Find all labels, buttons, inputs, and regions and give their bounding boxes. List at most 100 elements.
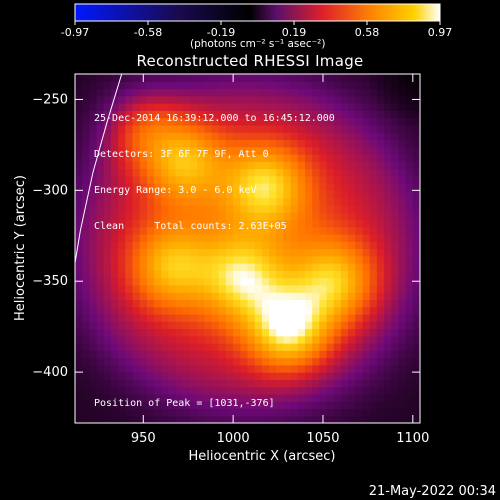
heatmap-cell	[376, 241, 385, 250]
heatmap-cell	[139, 364, 148, 373]
heatmap-cell	[233, 335, 241, 344]
heatmap-cell	[182, 241, 191, 250]
heatmap-cell	[348, 335, 356, 344]
heatmap-cell	[233, 153, 241, 162]
heatmap-cell	[340, 117, 349, 126]
heatmap-cell	[125, 379, 134, 388]
heatmap-cell	[405, 386, 414, 395]
heatmap-cell	[161, 88, 170, 97]
heatmap-cell	[326, 343, 335, 351]
heatmap-cell	[297, 313, 306, 322]
heatmap-cell	[103, 124, 112, 133]
heatmap-cell	[254, 124, 263, 133]
heatmap-cell	[247, 212, 256, 221]
heatmap-cell	[376, 328, 385, 337]
heatmap-cell	[247, 139, 256, 148]
heatmap-cell	[333, 81, 342, 90]
heatmap-cell	[283, 190, 292, 199]
heatmap-cell	[82, 219, 90, 228]
heatmap-cell	[125, 212, 134, 221]
heatmap-cell	[204, 393, 213, 402]
heatmap-cell	[384, 212, 392, 221]
heatmap-cell	[305, 81, 313, 90]
heatmap-cell	[391, 292, 400, 300]
heatmap-cell	[261, 204, 270, 213]
heatmap-cell	[154, 270, 162, 279]
colorbar-tick-label: -0.58	[134, 26, 162, 39]
heatmap-cell	[125, 88, 134, 97]
heatmap-cell	[110, 95, 119, 104]
heatmap-cell	[398, 415, 407, 423]
heatmap-cell	[391, 248, 400, 257]
heatmap-cell	[211, 161, 220, 170]
y-axis-label: Heliocentric Y (arcsec)	[13, 175, 28, 321]
heatmap-cell	[132, 219, 141, 228]
heatmap-cell	[254, 241, 263, 250]
heatmap-cell	[240, 219, 249, 228]
heatmap-cell	[384, 233, 392, 242]
heatmap-cell	[376, 124, 385, 133]
heatmap-cell	[218, 74, 227, 82]
heatmap-cell	[225, 277, 234, 286]
heatmap-cell	[283, 175, 292, 184]
heatmap-cell	[283, 306, 292, 315]
heatmap-cell	[132, 313, 141, 322]
heatmap-cell	[412, 212, 420, 221]
y-tick-label: −400	[32, 365, 68, 380]
heatmap-cell	[391, 241, 400, 250]
heatmap-cell	[391, 299, 400, 308]
heatmap-cell	[110, 306, 119, 315]
heatmap-cell	[190, 313, 198, 322]
heatmap-cell	[204, 357, 213, 366]
heatmap-cell	[290, 372, 299, 380]
heatmap-cell	[290, 415, 299, 423]
heatmap-cell	[125, 313, 134, 322]
heatmap-cell	[333, 248, 342, 257]
heatmap-cell	[146, 372, 155, 380]
heatmap-cell	[175, 408, 184, 417]
heatmap-cell	[276, 248, 285, 257]
heatmap-cell	[82, 117, 90, 126]
heatmap-cell	[75, 393, 83, 402]
heatmap-cell	[340, 88, 349, 97]
heatmap-cell	[326, 219, 335, 228]
heatmap-cell	[75, 124, 83, 133]
heatmap-cell	[297, 103, 306, 111]
heatmap-cell	[290, 328, 299, 337]
heatmap-cell	[168, 153, 177, 162]
heatmap-cell	[197, 401, 205, 410]
heatmap-cell	[398, 153, 407, 162]
heatmap-cell	[89, 357, 98, 366]
heatmap-cell	[254, 233, 263, 242]
heatmap-cell	[305, 306, 313, 315]
heatmap-cell	[175, 74, 184, 82]
heatmap-cell	[376, 212, 385, 221]
heatmap-cell	[240, 212, 249, 221]
heatmap-cell	[247, 284, 256, 293]
heatmap-cell	[225, 153, 234, 162]
heatmap-cell	[218, 110, 227, 119]
heatmap-cell	[161, 190, 170, 199]
heatmap-cell	[197, 364, 205, 373]
heatmap-cell	[384, 146, 392, 155]
heatmap-cell	[297, 364, 306, 373]
heatmap-cell	[254, 81, 263, 90]
heatmap-cell	[161, 277, 170, 286]
heatmap-cell	[254, 212, 263, 221]
heatmap-cell	[154, 284, 162, 293]
heatmap-cell	[305, 263, 313, 271]
heatmap-cell	[75, 139, 83, 148]
heatmap-cell	[89, 124, 98, 133]
heatmap-cell	[182, 393, 191, 402]
heatmap-cell	[110, 335, 119, 344]
heatmap-cell	[261, 161, 270, 170]
heatmap-cell	[384, 401, 392, 410]
heatmap-cell	[333, 277, 342, 286]
heatmap-cell	[269, 408, 277, 417]
heatmap-cell	[161, 270, 170, 279]
heatmap-cell	[333, 408, 342, 417]
heatmap-cell	[89, 292, 98, 300]
heatmap-cell	[333, 328, 342, 337]
heatmap-cell	[161, 95, 170, 104]
heatmap-cell	[132, 168, 141, 177]
